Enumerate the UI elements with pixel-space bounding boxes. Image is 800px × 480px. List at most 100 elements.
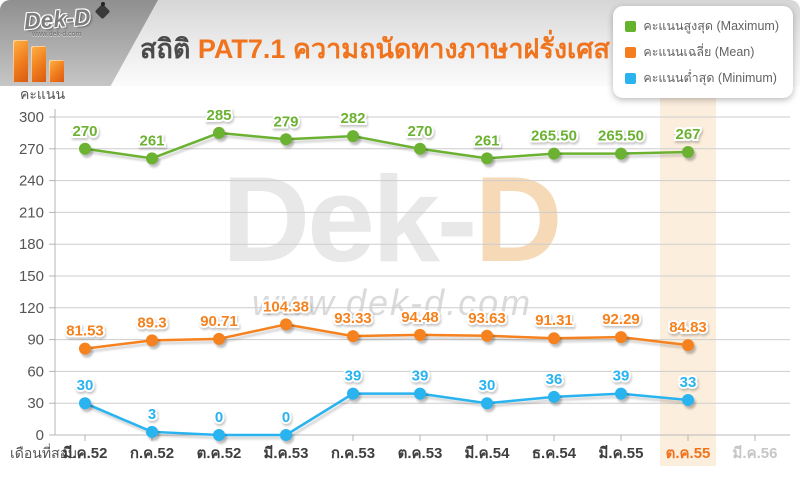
data-point-label: 30: [77, 377, 94, 394]
data-point: [213, 429, 225, 441]
y-tick-label: 90: [27, 332, 44, 349]
data-point-label: 91.31: [535, 312, 573, 329]
y-tick-label: 120: [19, 300, 44, 317]
x-category-label: ต.ค.52: [197, 445, 242, 462]
x-category-label: มี.ค.53: [264, 445, 309, 462]
graduate-cap-icon: [94, 2, 111, 20]
data-point-label: 104.38: [263, 298, 309, 315]
x-category-label: มี.ค.52: [63, 445, 108, 462]
y-tick-label: 300: [19, 109, 44, 126]
legend-swatch-icon: [625, 72, 637, 84]
data-point: [481, 397, 493, 410]
y-tick-label: 150: [19, 268, 44, 285]
data-point-label: 267: [675, 126, 700, 143]
dekd-logo-url: www.dek-d.com: [32, 31, 82, 38]
x-category-label: ต.ค.55: [666, 445, 711, 462]
data-point-label: 261: [139, 132, 164, 149]
data-point-label: 81.53: [66, 323, 104, 340]
legend-item: คะแนนสูงสุด (Maximum): [625, 16, 779, 36]
dekd-watermark: Dek-D: [222, 158, 563, 280]
data-point-label: 39: [412, 368, 429, 385]
bar-chart-icon: [13, 40, 64, 82]
data-point: [213, 332, 225, 345]
dekd-logo[interactable]: Dek-D www.dek-d.com: [0, 0, 158, 86]
data-point-label: 93.33: [334, 310, 372, 327]
data-point: [481, 152, 493, 165]
data-point: [682, 339, 694, 352]
page-title-main: PAT7.1 ความถนัดทางภาษาฝรั่งเศส: [197, 34, 610, 64]
data-point-label: 84.83: [669, 319, 707, 336]
data-point: [280, 133, 292, 146]
data-point-label: 265.50: [598, 128, 644, 145]
data-point-label: 93.63: [468, 310, 506, 327]
data-point: [79, 342, 91, 355]
y-tick-label: 270: [19, 141, 44, 158]
series-line: [84, 131, 689, 160]
y-tick-label: 180: [19, 236, 44, 253]
y-tick-label: 30: [27, 395, 44, 412]
bar-icon: [13, 40, 28, 82]
data-point-label: 39: [345, 368, 362, 385]
data-point-label: 270: [407, 123, 432, 140]
data-point: [615, 387, 627, 400]
data-point-label: 270: [72, 123, 97, 140]
legend-item: คะแนนต่ำสุด (Minimum): [625, 68, 779, 88]
x-category-label: ก.ค.53: [331, 445, 375, 462]
data-point-label: 265.50: [531, 128, 577, 145]
data-point: [615, 331, 627, 344]
data-point: [280, 429, 292, 441]
data-point: [347, 387, 359, 400]
watermark-text: Dek-: [222, 151, 477, 287]
x-category-label: ธ.ค.54: [532, 445, 577, 462]
legend-item-label: คะแนนเฉลี่ย (Mean): [643, 45, 755, 59]
y-tick-label: 0: [36, 427, 44, 444]
x-category-label: มี.ค.56: [733, 445, 778, 462]
data-point: [146, 425, 158, 438]
legend-item: คะแนนเฉลี่ย (Mean): [625, 42, 779, 62]
data-point-label: 33: [680, 374, 697, 391]
page-title-prefix: สถิติ: [140, 34, 191, 64]
x-axis-title: เดือนที่สอบ: [10, 444, 77, 461]
data-point-label: 39: [613, 368, 630, 385]
x-category-label: ก.ค.52: [130, 445, 174, 462]
data-point: [79, 397, 91, 410]
data-point: [414, 142, 426, 155]
data-point-label: 30: [479, 377, 496, 394]
watermark-url: www.dek-d.com: [252, 282, 533, 323]
x-category-label: ต.ค.53: [398, 445, 443, 462]
data-point: [347, 130, 359, 143]
data-point: [682, 145, 694, 158]
data-point-label: 92.29: [602, 311, 640, 328]
data-point: [548, 332, 560, 345]
legend-item-label: คะแนนสูงสุด (Maximum): [643, 19, 779, 33]
legend-item-label: คะแนนต่ำสุด (Minimum): [643, 71, 777, 85]
series-line: [84, 323, 689, 350]
data-point-label: 285: [206, 107, 231, 124]
x-category-label: มี.ค.54: [465, 445, 511, 462]
bar-icon: [31, 46, 46, 82]
data-point: [347, 330, 359, 343]
legend-swatch-icon: [625, 46, 637, 58]
legend-swatch-icon: [625, 20, 637, 32]
page-title: สถิติ PAT7.1 ความถนัดทางภาษาฝรั่งเศส: [140, 27, 610, 70]
watermark-d: D: [474, 151, 562, 287]
y-tick-label: 210: [19, 204, 44, 221]
data-point: [548, 147, 560, 160]
y-tick-label: 60: [27, 363, 44, 380]
data-point-label: 90.71: [200, 313, 238, 330]
bar-icon: [49, 60, 64, 82]
data-point: [414, 328, 426, 341]
data-point-label: 282: [340, 110, 365, 127]
data-point: [146, 152, 158, 165]
data-point-label: 36: [546, 371, 563, 388]
data-point: [615, 147, 627, 160]
data-point-label: 0: [215, 409, 223, 426]
data-point-label: 3: [148, 406, 156, 423]
data-point: [213, 126, 225, 139]
data-point-label: 0: [282, 409, 290, 426]
data-point-label: 279: [273, 113, 298, 130]
data-point-label: 94.48: [401, 309, 439, 326]
data-point: [146, 334, 158, 347]
